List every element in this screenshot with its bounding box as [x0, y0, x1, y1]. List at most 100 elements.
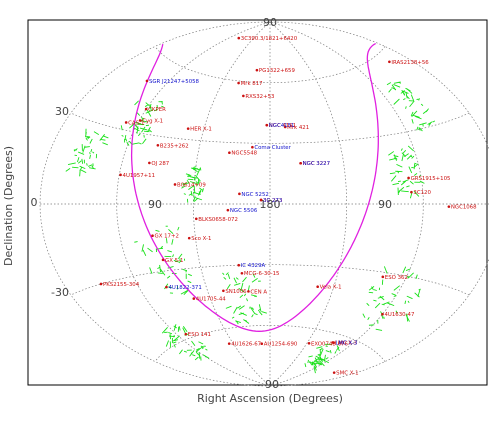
source-marker: [410, 190, 413, 194]
parallel-line: [154, 46, 386, 84]
coverage-stroke: [418, 174, 421, 178]
coverage-stroke: [419, 180, 425, 184]
coverage-stroke: [196, 168, 201, 176]
galactic-plane-line: [169, 42, 379, 332]
source-label: 4U1630-47: [384, 312, 414, 318]
source-marker: [240, 271, 244, 275]
coverage-stroke: [258, 304, 262, 312]
coverage-stroke: [145, 109, 154, 114]
coverage-stroke: [173, 324, 177, 331]
source-label: 4U1626-67: [231, 342, 261, 348]
coverage-stroke: [146, 109, 152, 117]
coverage-stroke: [223, 277, 227, 280]
coverage-stroke: [80, 169, 87, 174]
source-marker: [192, 297, 196, 300]
coverage-stroke: [249, 306, 251, 309]
coverage-stroke: [81, 158, 84, 164]
coverage-stroke: [240, 282, 244, 290]
coverage-stroke: [406, 88, 413, 94]
coverage-stroke: [187, 280, 192, 284]
coverage-stroke: [243, 293, 247, 297]
coverage-stroke: [195, 181, 199, 184]
source-label: IRAS2138+56: [391, 60, 429, 66]
source-marker: [161, 258, 165, 262]
source-marker: [251, 145, 254, 149]
x-axis-label: Right Ascension (Degrees): [197, 392, 343, 405]
coverage-stroke: [308, 355, 313, 358]
coverage-stroke: [182, 326, 188, 333]
coverage-stroke: [314, 362, 318, 365]
coverage-stroke: [251, 314, 254, 318]
source-label: LMC X-3: [335, 340, 357, 346]
coverage-stroke: [225, 272, 229, 276]
coverage-stroke: [415, 274, 418, 279]
coverage-stroke: [178, 326, 181, 331]
coverage-stroke: [157, 266, 160, 269]
source-label: Mrk 421: [287, 125, 309, 131]
coverage-stroke: [432, 120, 436, 123]
coverage-stroke: [141, 244, 144, 252]
coverage-stroke: [316, 361, 321, 365]
coverage-stroke: [182, 268, 187, 272]
coverage-stroke: [415, 115, 420, 118]
source-label: IC 4329A: [241, 263, 266, 269]
coverage-stroke: [254, 313, 258, 316]
coverage-stroke: [153, 109, 158, 112]
source-points: 3C390.3/1821+6420 Mrk 817 PG1322+659 RXS32+…: [99, 36, 477, 377]
tick-labels: 90 180 90 0 30 -30 90 -90: [31, 16, 393, 391]
coverage-stroke: [420, 103, 424, 106]
coverage-stroke: [402, 266, 407, 274]
coverage-stroke: [400, 180, 407, 186]
coverage-stroke: [242, 276, 247, 283]
coverage-stroke: [390, 175, 397, 182]
coverage-stroke: [190, 352, 193, 355]
coverage-stroke: [78, 151, 85, 155]
source-label: EXO0748-676: [311, 341, 349, 347]
source-label: NGC5548: [231, 151, 257, 157]
coverage-stroke: [386, 82, 392, 86]
coverage-stroke: [244, 319, 250, 324]
tick-label: 90: [148, 198, 162, 211]
coverage-stroke: [120, 125, 123, 131]
coverage-stroke: [428, 122, 432, 126]
coverage-stroke: [237, 305, 242, 309]
coverage-stroke: [165, 340, 170, 347]
coverage-stroke: [77, 157, 80, 163]
source-marker: [332, 371, 336, 374]
coverage-stroke: [86, 138, 89, 141]
coverage-stroke: [67, 162, 76, 165]
coverage-stroke: [401, 90, 409, 94]
coverage-stroke: [169, 335, 175, 338]
source-label: 3C 273: [263, 198, 282, 204]
coverage-stroke: [413, 190, 420, 197]
coverage-stroke: [200, 345, 205, 348]
coverage-stroke: [136, 126, 139, 134]
coverage-stroke: [161, 105, 164, 108]
coverage-stroke: [325, 350, 330, 353]
coverage-stroke: [187, 174, 192, 177]
coverage-stroke: [199, 190, 202, 194]
coverage-stroke: [85, 132, 87, 138]
coverage-stroke: [166, 275, 171, 279]
coverage-stroke: [199, 187, 203, 191]
source-label: 4U1705-44: [196, 297, 226, 303]
coverage-stroke: [186, 179, 190, 183]
coverage-stroke: [313, 366, 316, 374]
coverage-stroke: [368, 286, 375, 291]
coverage-stroke: [239, 294, 244, 299]
source-marker: [259, 198, 263, 202]
coverage-stroke: [192, 167, 199, 170]
source-label: ESO 141: [188, 332, 211, 338]
exposure-coverage: [65, 81, 436, 374]
coverage-stroke: [405, 314, 410, 322]
coverage-stroke: [402, 179, 409, 183]
source-label: NGC 3227: [303, 161, 330, 167]
source-marker: [407, 176, 410, 180]
tick-label: -30: [51, 286, 69, 299]
coverage-stroke: [160, 268, 166, 276]
source-marker: [255, 68, 259, 72]
coverage-stroke: [148, 129, 152, 133]
coverage-stroke: [172, 341, 177, 344]
source-label: GX 17+2: [155, 234, 179, 240]
coverage-stroke: [231, 316, 235, 319]
